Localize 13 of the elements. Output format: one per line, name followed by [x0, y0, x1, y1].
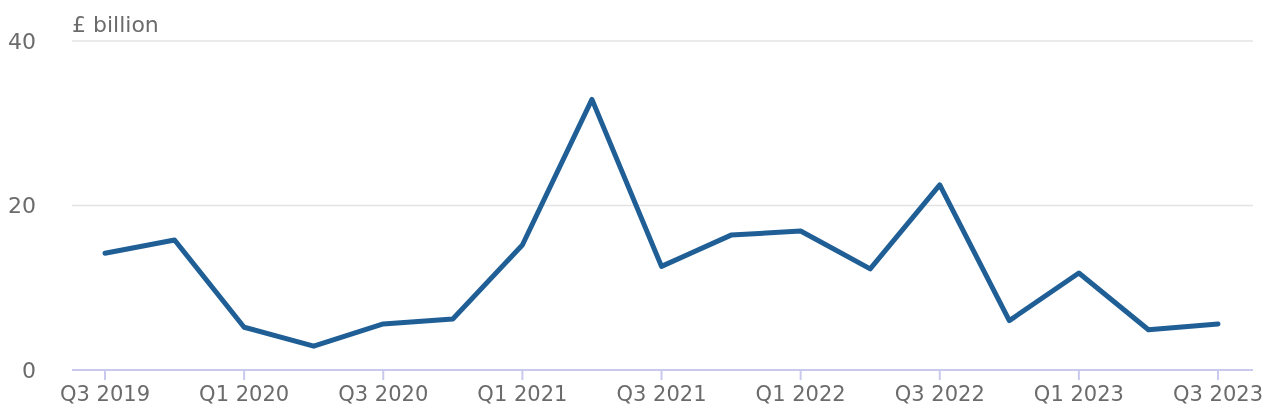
x-tick-label: Q3 2019	[59, 382, 151, 406]
y-tick-label: 40	[8, 28, 36, 54]
x-tick-label: Q3 2023	[1172, 382, 1264, 406]
x-tick-label: Q3 2022	[894, 382, 985, 406]
x-tick-label: Q3 2020	[338, 382, 429, 406]
x-tick-label: Q1 2021	[477, 382, 568, 406]
x-tick-label: Q1 2020	[199, 382, 290, 406]
x-tick-label: Q1 2022	[755, 382, 846, 406]
x-tick-label: Q3 2021	[616, 382, 707, 406]
x-tick-label: Q1 2023	[1033, 382, 1124, 406]
y-tick-label: 20	[8, 193, 36, 219]
y-axis-title: £ billion	[72, 12, 159, 37]
y-tick-label: 0	[22, 357, 36, 383]
